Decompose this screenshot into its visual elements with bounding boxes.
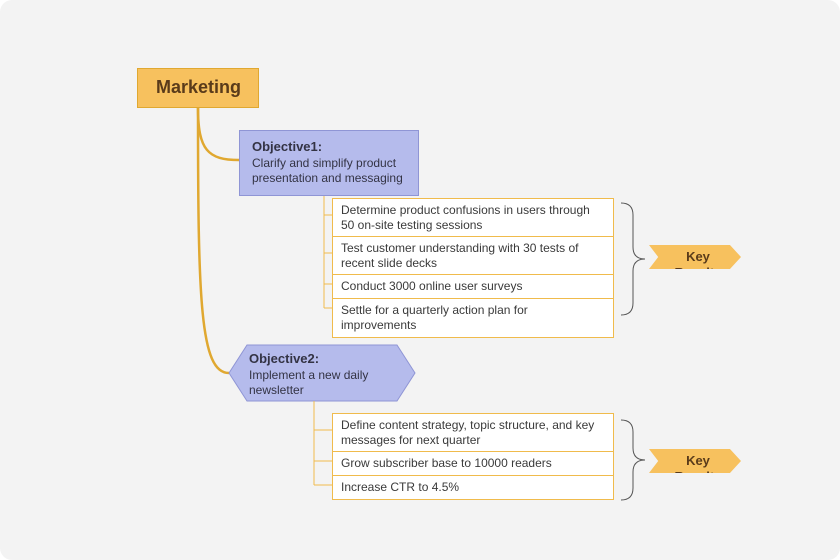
key-result-2-1: Define content strategy, topic structure… <box>332 413 614 453</box>
key-result-1-2: Test customer understanding with 30 test… <box>332 236 614 276</box>
key-result-2-2: Grow subscriber base to 10000 readers <box>332 451 614 476</box>
key-result-1-1: Determine product confusions in users th… <box>332 198 614 238</box>
root-node: Marketing <box>137 68 259 108</box>
objective-node-2: Objective2:Implement a new daily newslet… <box>249 351 395 399</box>
key-results-label-1: Key Results <box>649 245 741 269</box>
key-result-1-4: Settle for a quarterly action plan for i… <box>332 298 614 338</box>
key-result-1-3: Conduct 3000 online user surveys <box>332 274 614 299</box>
key-result-2-3: Increase CTR to 4.5% <box>332 475 614 500</box>
objective-node-1: Objective1:Clarify and simplify product … <box>239 130 419 196</box>
key-results-label-2: Key Results <box>649 449 741 473</box>
